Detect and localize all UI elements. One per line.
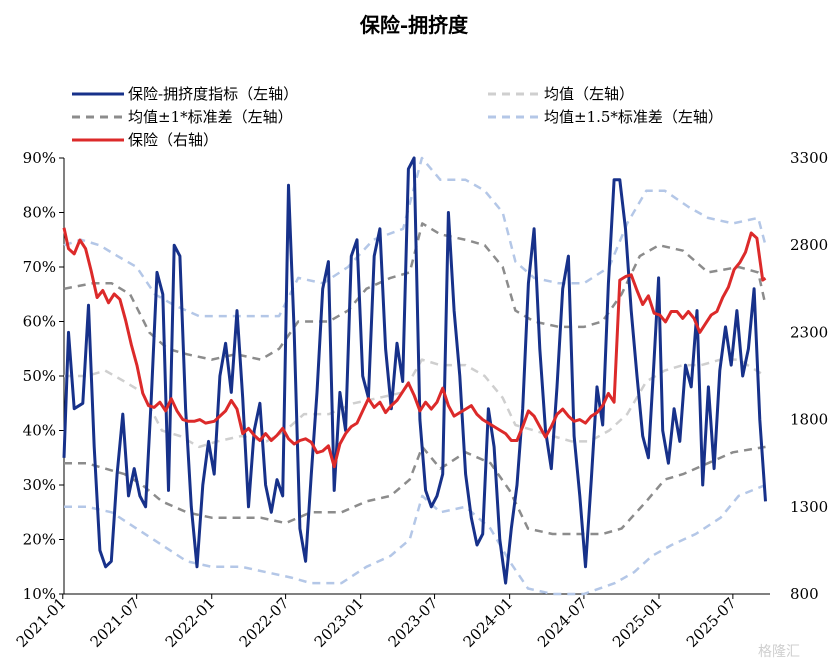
y-left-tick-label: 70%: [23, 258, 56, 276]
x-tick-label: 2024-07: [534, 594, 591, 651]
y-right-tick-label: 2800: [790, 236, 828, 254]
x-tick-label: 2025-01: [609, 594, 666, 651]
legend: 保险-拥挤度指标（左轴） 均值（左轴） 均值±1*标准差（左轴） 均值±1.5*…: [72, 85, 723, 149]
legend-label-std1: 均值±1*标准差（左轴）: [128, 108, 293, 126]
legend-label-std15: 均值±1.5*标准差（左轴）: [544, 108, 723, 126]
legend-item-std1: 均值±1*标准差（左轴）: [72, 108, 293, 126]
x-tick-label: 2021-07: [87, 594, 144, 651]
legend-item-insurance: 保险（右轴）: [72, 131, 218, 149]
series-layer: [62, 156, 767, 596]
y-right-tick-label: 2300: [790, 323, 828, 341]
x-tick-label: 2024-01: [460, 594, 517, 651]
y-right-tick-label: 800: [790, 585, 819, 603]
y-left-tick-label: 10%: [23, 585, 56, 603]
legend-item-mean: 均值（左轴）: [488, 85, 634, 103]
y-right-tick-label: 1800: [790, 411, 828, 429]
y-right-tick-label: 3300: [790, 149, 828, 167]
y-right-tick-label: 1300: [790, 498, 828, 516]
y-left-tick-labels: 10% 20% 30% 40% 50% 60% 70% 80% 90%: [23, 149, 64, 603]
y-right-tick-labels: 800 1300 1800 2300 2800 3300: [790, 149, 828, 603]
series-line-mean-plus-1-5std: [63, 156, 767, 318]
x-tick-labels: 2021-01 2021-07 2022-01 2022-07 2023-01 2023-…: [13, 594, 740, 651]
series-line-mean-minus-1-5std: [64, 483, 766, 596]
x-tick-label: 2022-07: [236, 594, 293, 651]
series-line-insurance-index: [62, 227, 767, 469]
series-line-mean-minus-1std: [64, 445, 766, 536]
legend-label-crowding: 保险-拥挤度指标（左轴）: [128, 85, 298, 103]
y-left-tick-label: 20%: [23, 531, 56, 549]
legend-label-insurance: 保险（右轴）: [128, 131, 218, 149]
series-line-crowding-index: [62, 156, 767, 585]
legend-item-crowding: 保险-拥挤度指标（左轴）: [72, 85, 298, 103]
x-tick-label: 2022-01: [162, 594, 219, 651]
x-tick-label: 2025-07: [683, 594, 740, 651]
x-tick-label: 2023-01: [311, 594, 368, 651]
series-line-mean: [64, 358, 767, 449]
x-tick-label: 2023-07: [385, 594, 442, 651]
y-left-tick-label: 60%: [23, 313, 56, 331]
series-line-mean-plus-1std: [63, 222, 767, 361]
y-left-tick-label: 50%: [23, 367, 56, 385]
watermark-text: 格隆汇: [758, 644, 800, 660]
y-left-tick-label: 80%: [23, 204, 56, 222]
chart-title: 保险-拥挤度: [359, 13, 469, 37]
legend-label-mean: 均值（左轴）: [544, 85, 634, 103]
legend-item-std15: 均值±1.5*标准差（左轴）: [488, 108, 723, 126]
y-left-tick-label: 40%: [23, 422, 56, 440]
y-left-tick-label: 30%: [23, 476, 56, 494]
y-left-tick-label: 90%: [23, 149, 56, 167]
